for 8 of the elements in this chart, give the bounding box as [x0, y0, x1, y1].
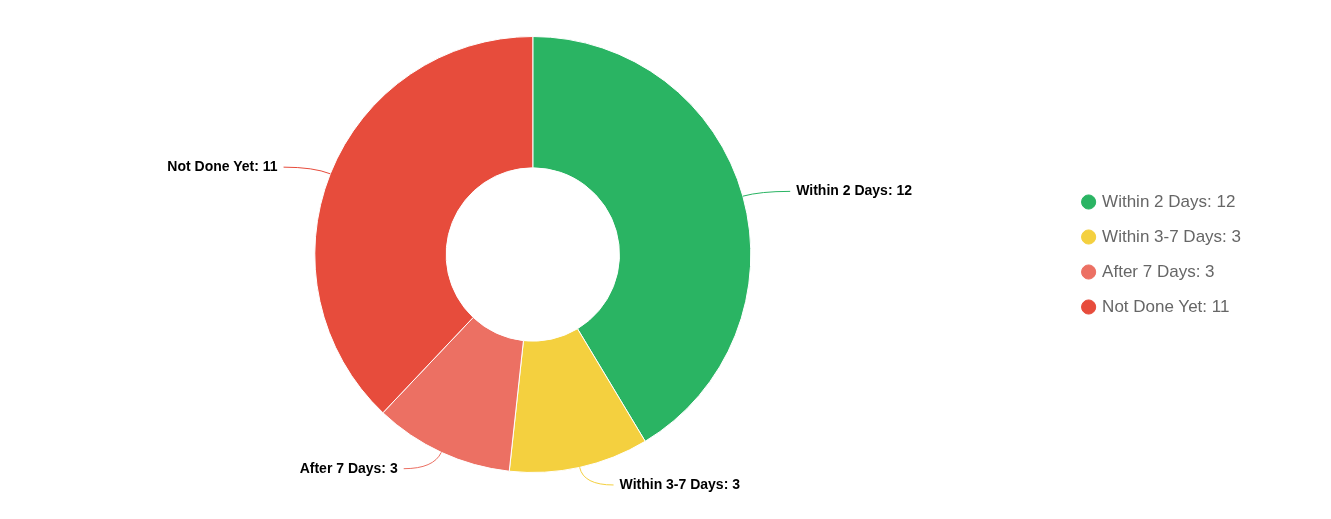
legend-label: Within 3-7 Days: 3: [1102, 226, 1242, 246]
slice-label: After 7 Days: 3: [299, 459, 398, 476]
legend-label: After 7 Days: 3: [1102, 261, 1215, 281]
slice-label: Not Done Yet: 11: [167, 158, 278, 175]
slice-label: Within 3-7 Days: 3: [619, 475, 741, 492]
legend-label: Not Done Yet: 11: [1102, 296, 1230, 316]
slice-label: Within 2 Days: 12: [796, 182, 913, 199]
legend-label: Within 2 Days: 12: [1102, 191, 1236, 211]
